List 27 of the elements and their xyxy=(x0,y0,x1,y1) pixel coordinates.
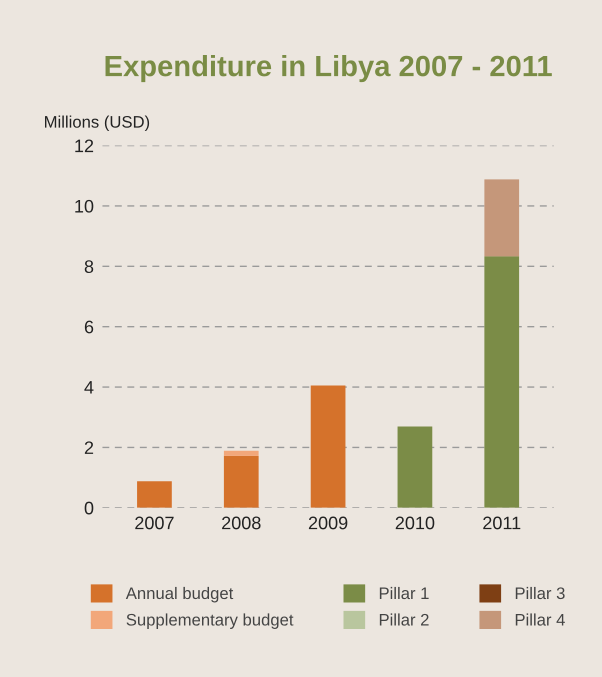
legend-label: Supplementary budget xyxy=(126,613,294,629)
legend-label: Pillar 1 xyxy=(380,586,429,600)
legend-label: Pillar 4 xyxy=(516,613,565,626)
y-tick-label: 0 xyxy=(84,502,94,514)
x-tick-label: 2010 xyxy=(396,516,434,530)
bar xyxy=(310,386,346,508)
bar xyxy=(224,450,259,456)
legend-label: Pillar 3 xyxy=(516,586,565,600)
chart-title: Expenditure in Libya 2007 - 2011 xyxy=(106,54,552,82)
bar xyxy=(137,481,172,508)
y-tick-label: 2 xyxy=(84,441,94,454)
bar xyxy=(224,456,259,508)
y-tick-label: 10 xyxy=(75,200,94,213)
bar xyxy=(484,179,520,256)
y-axis-title: Millions (USD) xyxy=(45,116,150,132)
x-tick-label: 2009 xyxy=(308,516,348,530)
legend-label: Annual budget xyxy=(126,586,234,602)
x-tick-label: 2008 xyxy=(222,516,261,530)
bar xyxy=(398,426,432,508)
y-tick-label: 6 xyxy=(84,320,94,334)
x-tick-label: 2011 xyxy=(483,516,520,530)
y-tick-label: 4 xyxy=(84,381,94,394)
y-tick-label: 8 xyxy=(84,260,94,274)
legend-label: Pillar 2 xyxy=(380,613,429,626)
x-tick-label: 2007 xyxy=(135,516,174,530)
bar xyxy=(484,256,520,508)
y-tick-label: 12 xyxy=(75,139,94,152)
